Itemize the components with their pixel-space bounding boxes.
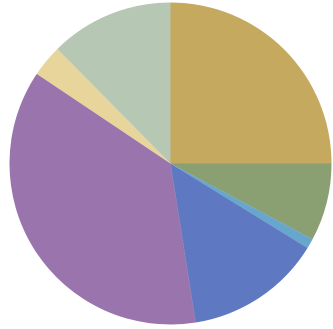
pie-slice-2 (170, 163, 332, 240)
pie-slice-5 (9, 73, 196, 325)
pie-slice-3 (170, 163, 313, 249)
pie-slice-6 (36, 48, 171, 164)
pie-slice-1 (170, 2, 332, 164)
pie-slices (9, 2, 332, 325)
pie-slice-4 (170, 163, 308, 323)
pie-slice-7 (57, 2, 171, 164)
